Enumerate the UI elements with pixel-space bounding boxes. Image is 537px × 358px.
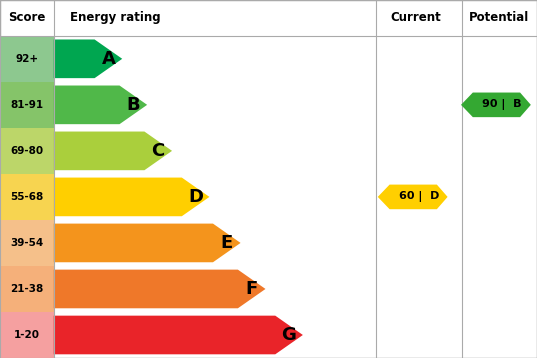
Text: 92+: 92+: [15, 54, 39, 64]
Polygon shape: [461, 92, 531, 117]
Text: Energy rating: Energy rating: [70, 11, 161, 24]
Text: 39-54: 39-54: [10, 238, 43, 248]
Bar: [0, 128, 54, 174]
Text: D: D: [188, 188, 203, 206]
Polygon shape: [54, 39, 122, 78]
Text: 60 |  D: 60 | D: [398, 192, 439, 202]
Polygon shape: [54, 178, 209, 216]
Text: B: B: [127, 96, 140, 114]
Text: C: C: [151, 142, 165, 160]
Text: 69-80: 69-80: [10, 146, 43, 156]
Polygon shape: [54, 224, 241, 262]
Text: 1-20: 1-20: [14, 330, 40, 340]
Polygon shape: [54, 86, 147, 124]
Bar: [0, 266, 54, 312]
Polygon shape: [54, 131, 172, 170]
Text: Current: Current: [391, 11, 441, 24]
Text: E: E: [221, 234, 233, 252]
Text: 55-68: 55-68: [10, 192, 43, 202]
Text: 81-91: 81-91: [10, 100, 43, 110]
Text: G: G: [281, 326, 296, 344]
Text: 90 |  B: 90 | B: [482, 99, 522, 110]
Bar: [0, 220, 54, 266]
Polygon shape: [54, 316, 303, 354]
Bar: [0, 82, 54, 128]
Bar: [0, 312, 54, 358]
Polygon shape: [54, 270, 265, 308]
Bar: [0, 36, 54, 82]
Polygon shape: [378, 185, 448, 209]
Text: F: F: [245, 280, 258, 298]
Text: Potential: Potential: [469, 11, 529, 24]
Text: 21-38: 21-38: [10, 284, 43, 294]
Text: Score: Score: [8, 11, 46, 24]
Bar: [0, 174, 54, 220]
Text: A: A: [101, 50, 115, 68]
